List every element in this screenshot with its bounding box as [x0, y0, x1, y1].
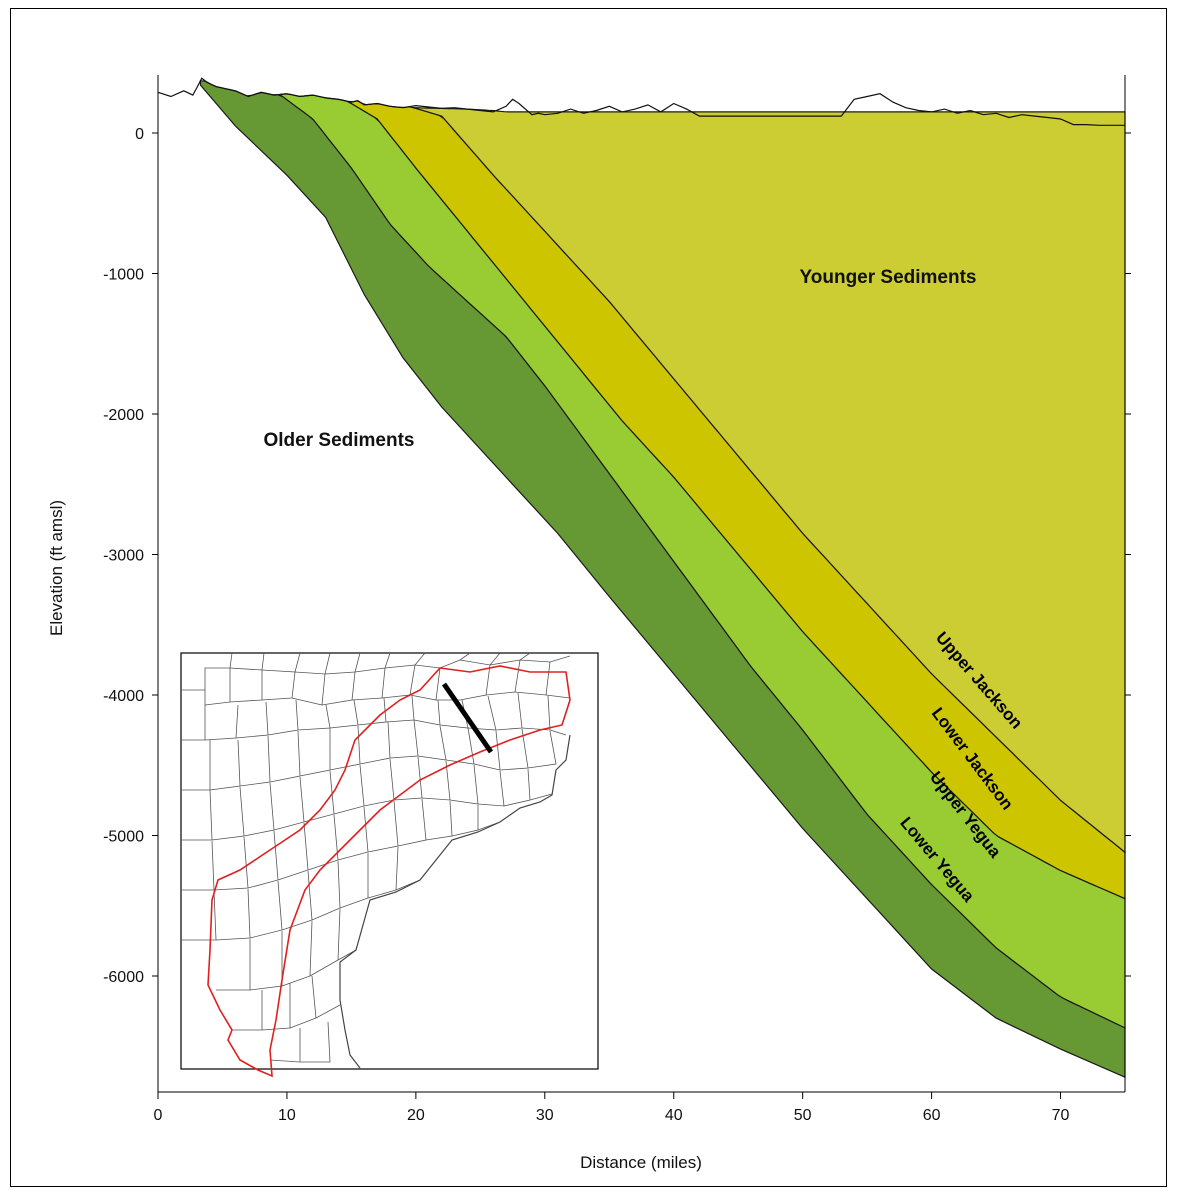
county-boundaries [181, 652, 571, 1063]
y-tick-label: -1000 [103, 267, 144, 284]
x-tick-label: 0 [154, 1107, 163, 1124]
y-axis-title: Elevation (ft amsl) [47, 500, 66, 636]
y-tick-label: -5000 [103, 829, 144, 846]
x-tick-label: 60 [923, 1107, 941, 1124]
ground-surface-group [157, 77, 1125, 126]
inset-location-map [180, 652, 599, 1078]
x-tick-label: 40 [665, 1107, 683, 1124]
layer-upper-jackson [412, 106, 1126, 854]
y-tick-label: -2000 [103, 407, 144, 424]
y-tick-label: 0 [135, 126, 144, 143]
x-tick-label: 20 [407, 1107, 425, 1124]
cross-section-line-marker [441, 682, 494, 754]
figure-frame [10, 8, 1167, 1187]
ticks-group: 0 -1000 -2000 -3000 -4000 -5000 -6000 0 10 20 30 40… [103, 126, 1131, 1124]
axes-group [157, 75, 1126, 1093]
y-tick-label: -3000 [103, 548, 144, 565]
layers-group [199, 80, 1126, 1079]
x-tick-label: 70 [1052, 1107, 1070, 1124]
layer-upper-yegua [279, 93, 1126, 1029]
coastline [339, 734, 571, 1069]
x-tick-label: 10 [278, 1107, 296, 1124]
layer-lower-yegua [199, 80, 1126, 1079]
older-sediments-label: Older Sediments [264, 430, 415, 451]
aquifer-outline [207, 665, 571, 1078]
y-tick-label: -4000 [103, 688, 144, 705]
ground-surface-line [157, 77, 1125, 126]
x-tick-label: 50 [794, 1107, 812, 1124]
y-tick-label: -6000 [103, 969, 144, 986]
younger-sediments-label: Younger Sediments [799, 267, 976, 288]
x-axis-title: Distance (miles) [580, 1153, 702, 1172]
layer-lower-jackson [348, 100, 1126, 900]
x-tick-label: 30 [536, 1107, 554, 1124]
